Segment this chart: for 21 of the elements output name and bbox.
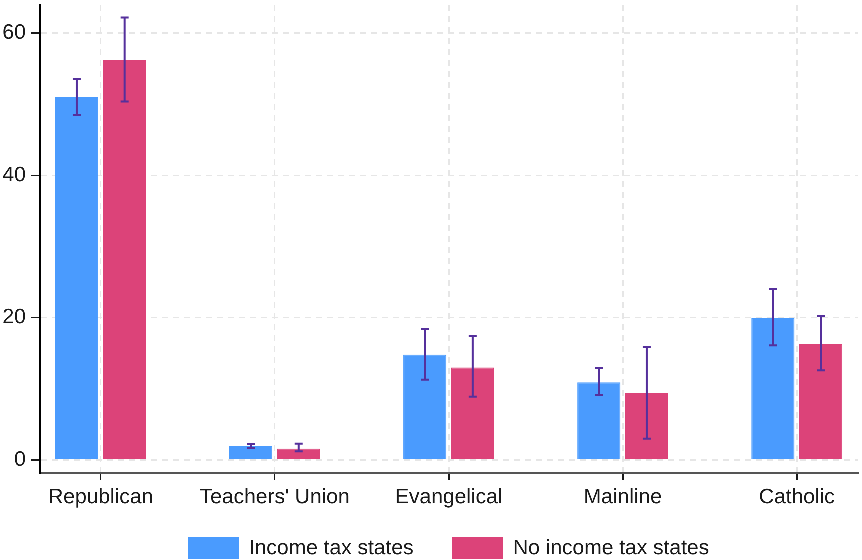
bar <box>752 318 795 460</box>
bar <box>578 382 621 460</box>
bar <box>103 60 146 460</box>
bar <box>451 368 494 460</box>
y-tick-label: 60 <box>2 21 26 44</box>
bar <box>277 448 320 460</box>
bar <box>55 97 99 460</box>
x-tick-label: Catholic <box>759 485 836 508</box>
bar <box>229 446 273 460</box>
x-tick-label: Republican <box>48 485 154 508</box>
bar <box>625 393 669 460</box>
bar <box>799 344 843 460</box>
x-tick-label: Teachers' Union <box>200 485 350 508</box>
bar <box>404 354 447 460</box>
legend-label: Income tax states <box>249 536 414 560</box>
legend-label: No income tax states <box>513 536 710 560</box>
x-tick-label: Mainline <box>584 485 662 508</box>
y-tick-label: 0 <box>14 448 26 471</box>
y-tick-label: 40 <box>2 163 26 186</box>
x-tick-label: Evangelical <box>395 485 503 508</box>
y-tick-label: 20 <box>2 306 26 329</box>
